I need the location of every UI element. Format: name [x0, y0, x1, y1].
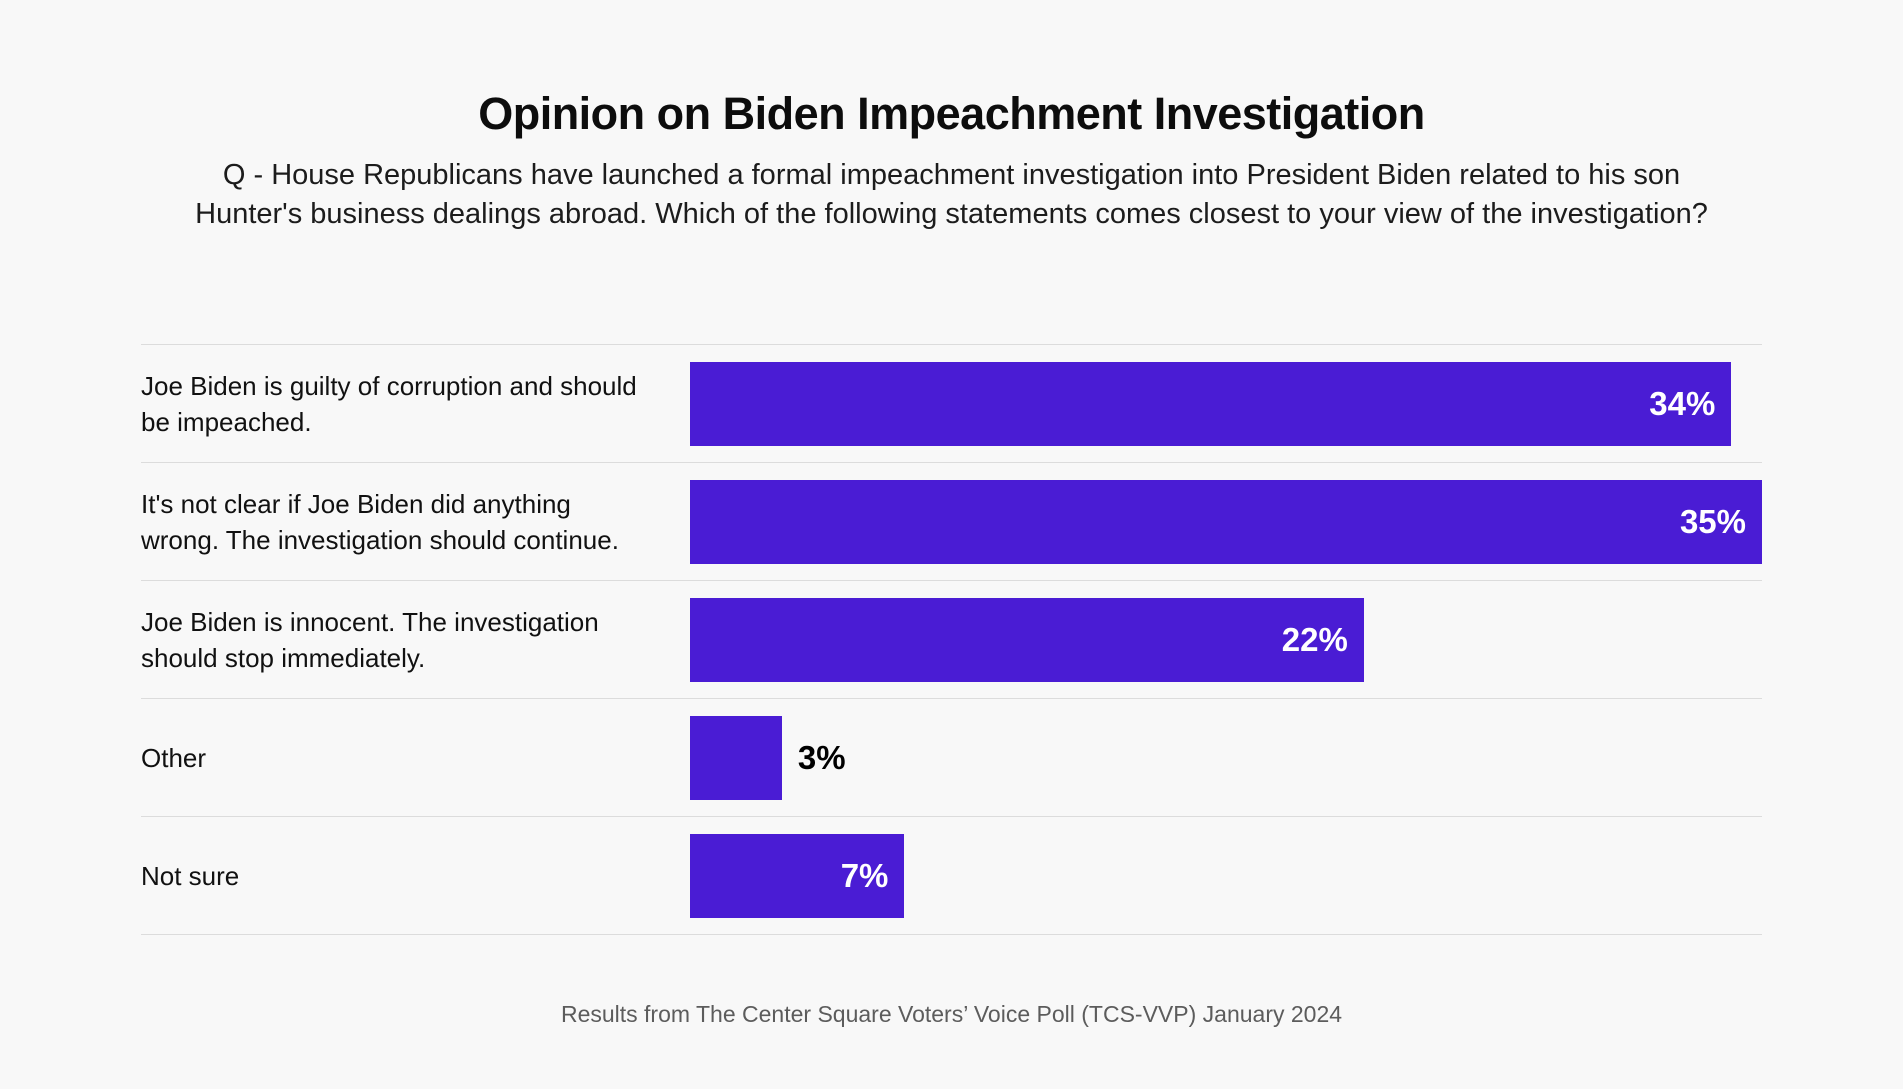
row-label: Not sure [141, 860, 240, 891]
bar: 7% [690, 833, 905, 918]
chart-row: Not sure 7% [141, 816, 1762, 934]
bar-chart: Joe Biden is guilty of corruption and sh… [141, 344, 1762, 936]
chart-question: Q - House Republicans have launched a fo… [0, 156, 1903, 234]
bar-value-label: 3% [797, 738, 846, 776]
bar-value-label: 35% [1679, 502, 1746, 540]
bar: 22% [690, 597, 1364, 682]
bar-track: 7% [690, 833, 1762, 918]
row-label: Joe Biden is guilty of corruption and sh… [141, 370, 637, 437]
bar-track: 3% [690, 715, 1762, 800]
bar-track: 34% [690, 361, 1762, 446]
row-label: Joe Biden is innocent. The investigation… [141, 606, 599, 673]
bar: 35% [690, 479, 1762, 564]
source-note: Results from The Center Square Voters’ V… [560, 1001, 1343, 1028]
bar: 34% [690, 361, 1732, 446]
row-label: It's not clear if Joe Biden did anything… [141, 488, 619, 555]
chart-row: Joe Biden is guilty of corruption and sh… [141, 344, 1762, 462]
bar-value-label: 7% [840, 856, 889, 894]
bar: 3% [690, 715, 846, 800]
chart-row: It's not clear if Joe Biden did anything… [141, 462, 1762, 580]
bar-value-label: 34% [1649, 384, 1716, 422]
bar-rows: Joe Biden is guilty of corruption and sh… [141, 344, 1762, 936]
chart-row: Other 3% [141, 698, 1762, 816]
chart-row: Joe Biden is innocent. The investigation… [141, 580, 1762, 698]
bar-value-label: 22% [1281, 620, 1348, 658]
question-line-1: Q - House Republicans have launched a fo… [222, 159, 1681, 192]
bar-track: 22% [690, 597, 1762, 682]
question-line-2: Hunter's business dealings abroad. Which… [195, 198, 1708, 231]
bar-track: 35% [690, 479, 1762, 564]
row-label: Other [141, 742, 207, 773]
chart-title: Opinion on Biden Impeachment Investigati… [478, 88, 1425, 139]
